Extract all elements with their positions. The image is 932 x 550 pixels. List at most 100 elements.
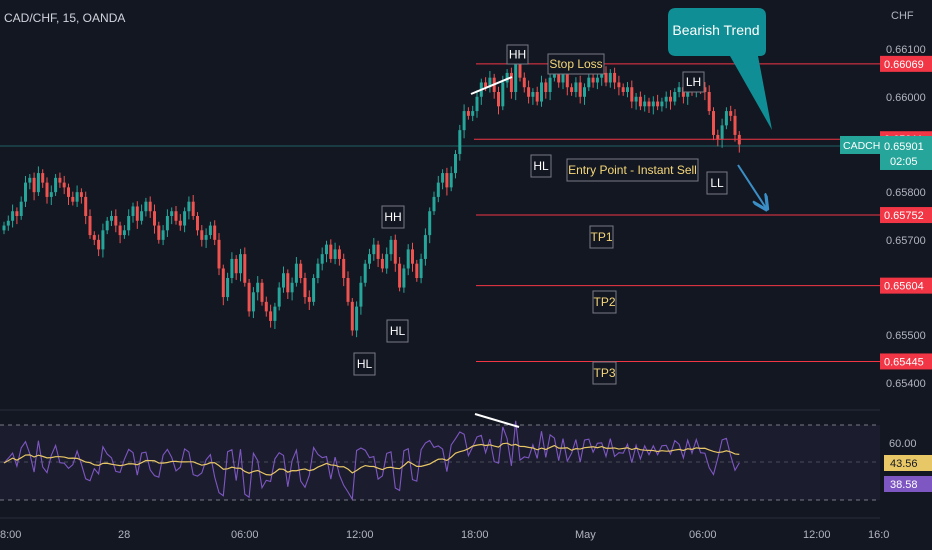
- candle: [19, 201, 23, 216]
- hl-bottom-label-box: [353, 352, 376, 376]
- candle: [703, 87, 707, 92]
- candle: [475, 96, 479, 112]
- rsi-ma-tag: [884, 455, 932, 471]
- hh-top-label-box: [506, 44, 529, 65]
- candle: [183, 211, 187, 226]
- x-tick-label: 12:00: [803, 529, 831, 541]
- candle: [131, 206, 135, 216]
- candle: [621, 87, 625, 92]
- candle: [565, 72, 569, 88]
- candle: [518, 63, 522, 78]
- x-tick-label: 12:00: [346, 529, 374, 541]
- candle: [587, 77, 591, 88]
- candle: [402, 268, 406, 288]
- candle: [466, 111, 470, 116]
- candle: [178, 220, 182, 226]
- bearish-callout-bubble: [668, 8, 772, 130]
- candle: [174, 211, 178, 221]
- tp1-label-box: [589, 225, 614, 249]
- candle: [36, 173, 40, 193]
- candle: [643, 101, 647, 107]
- tp3-label: TP3: [593, 366, 615, 380]
- symbol-tag-label: CADCHF: [843, 140, 887, 152]
- candle: [638, 96, 642, 107]
- candle: [591, 77, 595, 83]
- candle: [208, 225, 212, 236]
- rsi-line: [3, 420, 740, 501]
- candle: [398, 263, 402, 288]
- candle: [372, 244, 376, 255]
- symbol-tag: [840, 135, 880, 154]
- candle: [45, 182, 49, 197]
- entry-point-label: Entry Point - Instant Sell: [568, 163, 697, 177]
- symbol-title: CAD/CHF, 15, OANDA: [4, 11, 126, 25]
- candle: [153, 211, 156, 226]
- candle: [217, 239, 221, 269]
- candle: [264, 301, 268, 312]
- candle: [707, 92, 711, 112]
- candle: [2, 225, 6, 231]
- candle: [170, 211, 174, 216]
- level-price-label: 0.65445: [884, 356, 924, 368]
- candle: [350, 301, 354, 331]
- candle: [583, 87, 586, 97]
- candle: [325, 244, 328, 255]
- candle: [647, 101, 651, 107]
- candle: [15, 211, 19, 216]
- candle: [84, 196, 88, 216]
- candle: [355, 306, 359, 331]
- candle: [54, 177, 58, 193]
- candle: [544, 82, 548, 92]
- x-tick-label: 8:00: [0, 529, 21, 541]
- divergence-line-rsi: [474, 413, 520, 428]
- level-price-label: 0.65752: [884, 210, 924, 222]
- candle: [664, 96, 668, 102]
- candle: [462, 111, 466, 131]
- candle: [118, 225, 122, 236]
- candle: [346, 278, 350, 302]
- candle: [471, 111, 475, 116]
- x-tick-label: May: [575, 529, 596, 541]
- candle: [239, 254, 242, 274]
- candle: [226, 278, 230, 298]
- stop-loss-label: Stop Loss: [549, 57, 602, 71]
- candle: [196, 216, 199, 231]
- candle: [234, 258, 238, 274]
- candle: [49, 192, 53, 197]
- candle: [445, 173, 449, 188]
- candle: [454, 154, 457, 174]
- candle: [578, 82, 582, 97]
- candle: [299, 263, 303, 278]
- candle: [368, 254, 371, 264]
- y-tick-label: 0.66100: [886, 44, 926, 56]
- candle: [522, 77, 526, 88]
- candle: [251, 292, 255, 312]
- candle: [604, 72, 608, 83]
- x-tick-label: 18:00: [461, 529, 489, 541]
- candle: [114, 216, 118, 226]
- candle: [312, 278, 316, 302]
- x-tick-label: 28: [118, 529, 130, 541]
- candle: [626, 87, 629, 92]
- candle: [419, 258, 423, 278]
- candle: [729, 111, 733, 116]
- current-price-label: 0.65901: [884, 141, 924, 153]
- candle: [630, 87, 634, 102]
- x-tick-label: 06:00: [689, 529, 717, 541]
- tp1-label: TP1: [590, 230, 612, 244]
- candle: [561, 72, 565, 83]
- candle: [432, 196, 436, 212]
- candle: [303, 278, 307, 298]
- candle: [428, 211, 432, 236]
- candle: [514, 63, 518, 92]
- candle: [385, 254, 389, 269]
- candle: [213, 225, 217, 240]
- candle: [509, 72, 513, 92]
- candle: [574, 82, 578, 92]
- candle: [733, 115, 737, 135]
- candle: [342, 258, 346, 278]
- y-tick-label: 0.65500: [886, 330, 926, 342]
- candle: [243, 254, 247, 283]
- candle: [127, 216, 131, 231]
